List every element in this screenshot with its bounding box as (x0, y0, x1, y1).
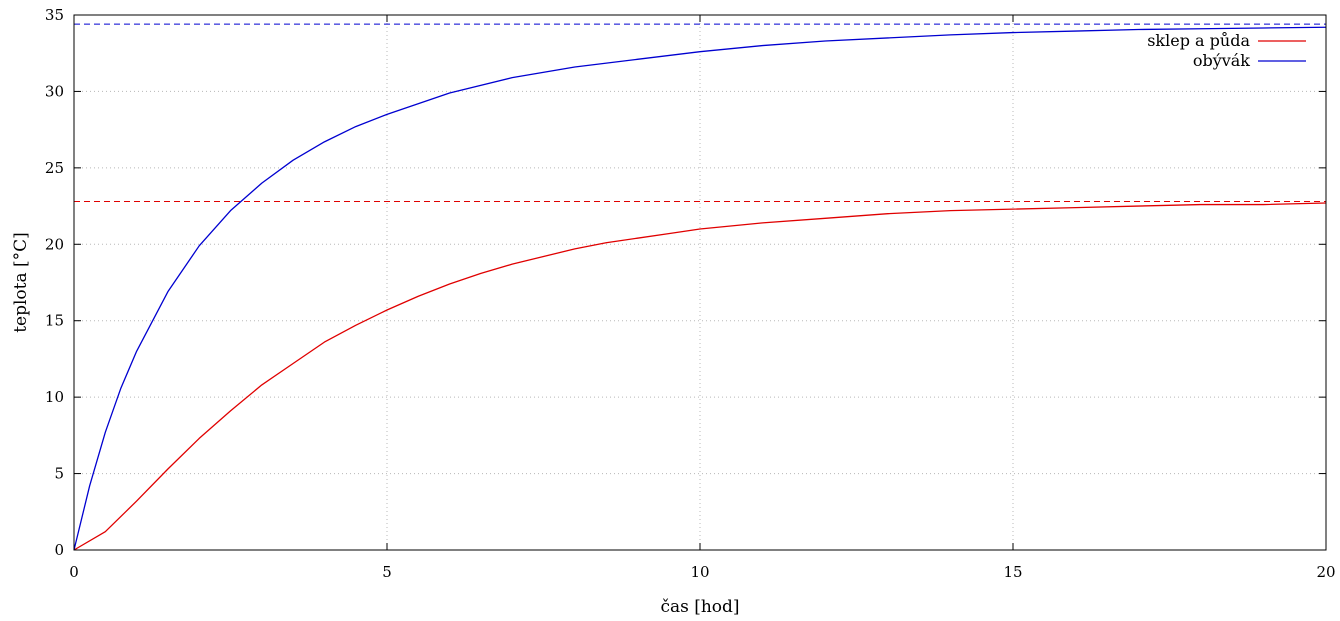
y-axis-title: teplota [°C] (11, 232, 31, 333)
y-axis-ticks: 0 5 10 15 20 25 30 35 (45, 6, 1326, 559)
y-tick-label: 30 (45, 82, 64, 100)
y-tick-label: 35 (45, 6, 64, 24)
grid (74, 15, 1326, 550)
y-tick-label: 15 (45, 312, 64, 330)
series-lines (73, 26, 1327, 551)
x-axis-title: čas [hod] (660, 597, 739, 617)
legend-label: sklep a půda (1147, 31, 1250, 50)
x-axis-ticks: 0 5 10 15 20 (69, 15, 1336, 581)
x-tick-label: 10 (690, 563, 709, 581)
y-tick-label: 20 (45, 235, 64, 253)
x-tick-label: 15 (1003, 563, 1022, 581)
series-line (73, 26, 1327, 551)
y-tick-label: 0 (54, 541, 64, 559)
asymptote-lines (74, 23, 1326, 202)
y-tick-label: 10 (45, 388, 64, 406)
x-tick-label: 0 (69, 563, 79, 581)
x-tick-label: 5 (382, 563, 392, 581)
x-tick-label: 20 (1316, 563, 1335, 581)
series-line (73, 202, 1327, 551)
legend-label: obývák (1193, 51, 1250, 70)
y-tick-label: 25 (45, 159, 64, 177)
y-tick-label: 5 (54, 465, 64, 483)
